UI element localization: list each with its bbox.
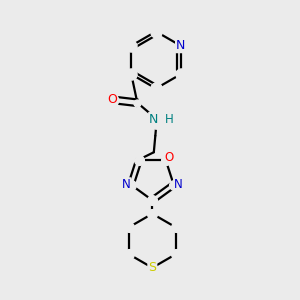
- Text: N: N: [122, 178, 130, 191]
- Text: O: O: [107, 93, 117, 106]
- Text: N: N: [149, 113, 158, 126]
- Text: S: S: [148, 261, 156, 274]
- Text: H: H: [164, 113, 173, 126]
- Text: N: N: [174, 178, 183, 191]
- Text: O: O: [164, 151, 174, 164]
- Text: N: N: [176, 39, 185, 52]
